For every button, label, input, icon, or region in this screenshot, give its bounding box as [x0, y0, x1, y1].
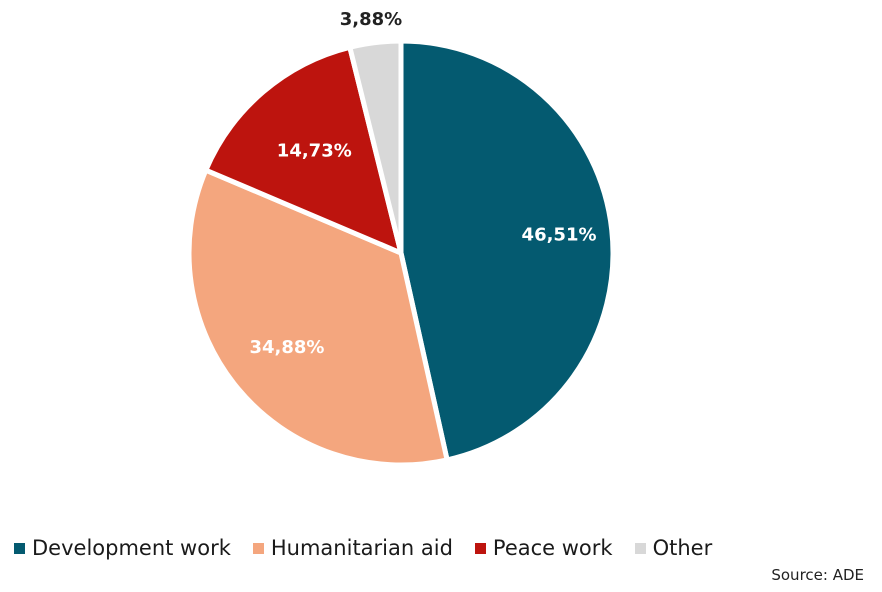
legend-label-humanitarian-aid: Humanitarian aid: [270, 536, 453, 560]
legend-label-other: Other: [652, 536, 713, 560]
legend-swatch-development-work: [14, 542, 25, 554]
slice-label-other: 3,88%: [340, 9, 402, 30]
legend-item-other: Other: [634, 536, 713, 560]
legend-swatch-peace-work: [474, 542, 486, 554]
pie-slice-peace-work: [203, 44, 404, 256]
source-note: Source: ADE: [771, 566, 864, 584]
legend-label-development-work: Development work: [32, 536, 231, 560]
legend-item-humanitarian-aid: Humanitarian aid: [252, 536, 453, 560]
legend: Development work Humanitarian aid Peace …: [14, 536, 734, 560]
slice-label-humanitarian-aid: 34,88%: [249, 337, 324, 358]
pie-slice-development-work: [398, 38, 616, 463]
slice-label-development-work: 46,51%: [522, 225, 597, 246]
pie-chart: 46,51% 34,88% 14,73% 3,88%: [186, 9, 616, 468]
legend-label-peace-work: Peace work: [492, 536, 613, 560]
legend-swatch-humanitarian-aid: [252, 542, 264, 554]
legend-swatch-other: [634, 542, 646, 554]
legend-item-peace-work: Peace work: [474, 536, 613, 560]
slice-label-peace-work: 14,73%: [277, 140, 352, 161]
legend-item-development-work: Development work: [14, 536, 231, 560]
pie-slice-other: [347, 38, 404, 256]
pie-slice-humanitarian-aid: [186, 167, 450, 468]
